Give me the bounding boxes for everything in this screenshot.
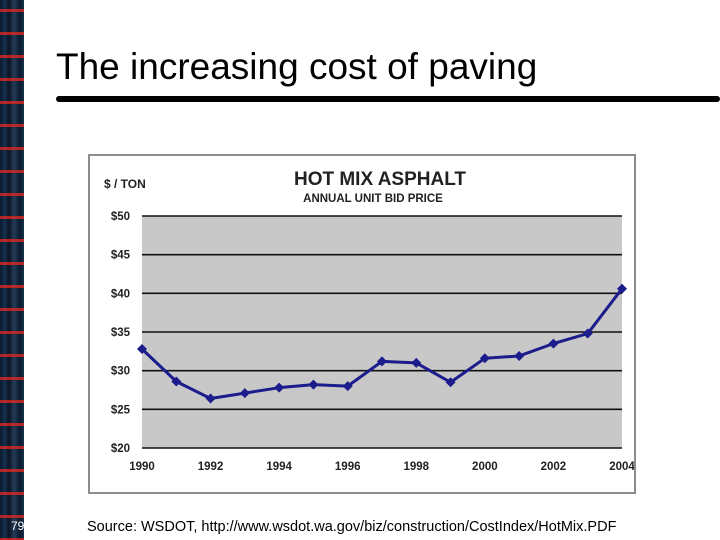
source-citation: Source: WSDOT, http://www.wsdot.wa.gov/b… bbox=[87, 519, 617, 535]
data-point bbox=[377, 356, 387, 367]
data-point bbox=[617, 283, 627, 294]
x-tick-label: 2002 bbox=[541, 461, 567, 473]
x-tick-label: 1992 bbox=[198, 461, 224, 473]
data-point bbox=[514, 350, 525, 361]
x-tick-label: 1998 bbox=[403, 461, 429, 473]
chart-subtitle: ANNUAL UNIT BID PRICE bbox=[303, 193, 443, 205]
data-point bbox=[342, 381, 353, 392]
chart-title: HOT MIX ASPHALT bbox=[294, 169, 466, 190]
y-axis-label: $ / TON bbox=[104, 177, 146, 191]
y-tick-label: $25 bbox=[111, 404, 131, 416]
data-point bbox=[239, 388, 250, 399]
data-point bbox=[205, 393, 216, 404]
x-tick-label: 2004 bbox=[609, 461, 634, 473]
x-tick-label: 1996 bbox=[335, 461, 361, 473]
data-point bbox=[445, 377, 456, 388]
data-point bbox=[308, 379, 319, 390]
title-underline bbox=[56, 96, 720, 102]
slide-number: 79 bbox=[11, 519, 25, 533]
data-point bbox=[548, 338, 559, 349]
y-tick-label: $45 bbox=[111, 250, 131, 262]
data-point bbox=[274, 382, 285, 393]
chart-frame: HOT MIX ASPHALT ANNUAL UNIT BID PRICE $ / … bbox=[88, 154, 636, 494]
y-tick-label: $35 bbox=[111, 327, 131, 339]
data-point bbox=[171, 376, 182, 387]
data-point bbox=[479, 353, 490, 364]
traffic-photo-strip bbox=[0, 0, 24, 540]
data-point bbox=[137, 344, 147, 355]
y-tick-label: $50 bbox=[111, 211, 130, 223]
hot-mix-asphalt-chart: HOT MIX ASPHALT ANNUAL UNIT BID PRICE $ / … bbox=[104, 169, 634, 473]
slide-title: The increasing cost of paving bbox=[56, 46, 538, 87]
y-tick-label: $20 bbox=[111, 443, 130, 455]
data-point bbox=[582, 328, 593, 339]
y-tick-label: $30 bbox=[111, 366, 130, 378]
y-tick-label: $40 bbox=[111, 288, 130, 300]
x-tick-label: 2000 bbox=[472, 461, 498, 473]
x-tick-label: 1994 bbox=[266, 461, 292, 473]
data-point bbox=[411, 357, 422, 368]
x-tick-label: 1990 bbox=[129, 461, 155, 473]
